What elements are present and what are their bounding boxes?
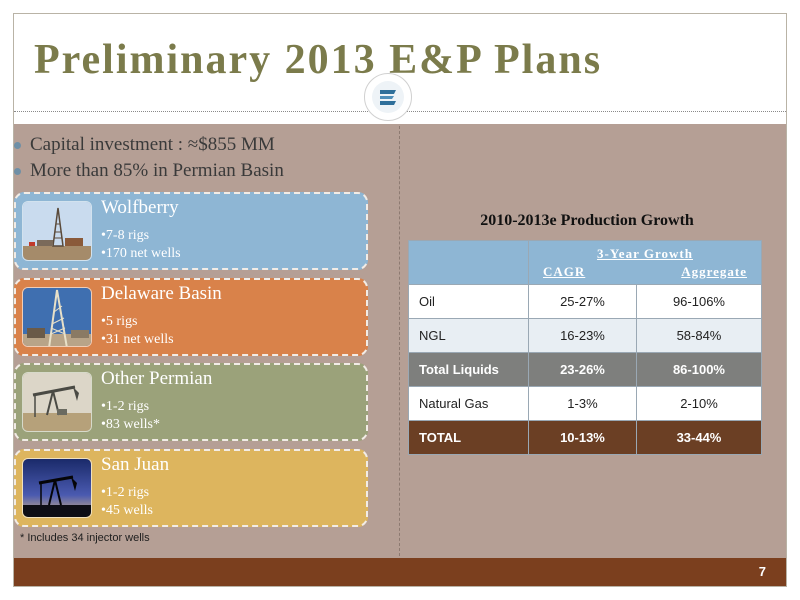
row-label: Oil — [408, 284, 529, 319]
table-title: 2010-2013e Production Growth — [480, 212, 694, 229]
table-header-blank — [408, 240, 529, 285]
pumpjack-photo — [22, 372, 92, 432]
footer-bar: 7 — [14, 558, 786, 586]
row-label: TOTAL — [408, 420, 529, 455]
region-rigs: 7-8 rigs — [101, 227, 181, 245]
table-row: Natural Gas 1-3% 2-10% — [408, 386, 763, 421]
row-label: Total Liquids — [408, 352, 529, 387]
table-row: Oil 25-27% 96-106% — [408, 284, 763, 319]
header-group-label: 3-Year Growth — [597, 245, 693, 261]
row-label: NGL — [408, 318, 529, 353]
region-rigs: 5 rigs — [101, 313, 174, 331]
region-wells: 31 net wells — [101, 331, 174, 349]
cagr-cell: 25-27% — [528, 284, 637, 319]
bullet-text: Capital investment : ≈$855 MM — [30, 134, 275, 155]
cagr-cell: 1-3% — [528, 386, 637, 421]
aggregate-cell: 58-84% — [635, 318, 763, 353]
production-growth-table: 3-Year Growth CAGR Aggregate Oil 25-27% … — [408, 240, 763, 455]
bullet-dot-icon — [14, 141, 21, 149]
table-row: Total Liquids 23-26% 86-100% — [408, 352, 763, 387]
drilling-rig-photo — [22, 201, 92, 261]
table-header-row: 3-Year Growth CAGR Aggregate — [408, 240, 762, 285]
region-card-other-permian: Other Permian 1-2 rigs 83 wells* — [14, 363, 368, 441]
cagr-cell: 16-23% — [528, 318, 637, 353]
bullet-item: More than 85% in Permian Basin — [14, 158, 284, 184]
pumpjack-sunset-photo — [22, 458, 92, 518]
region-name: Delaware Basin — [101, 283, 222, 304]
table-row: TOTAL 10-13% 33-44% — [408, 420, 763, 455]
footnote: * Includes 34 injector wells — [20, 532, 150, 544]
region-card-wolfberry: Wolfberry 7-8 rigs 170 net wells — [14, 192, 368, 270]
aggregate-cell: 2-10% — [635, 386, 763, 421]
column-divider — [399, 126, 400, 556]
table-header-growth: 3-Year Growth CAGR Aggregate — [528, 240, 762, 285]
column-header-aggregate: Aggregate — [681, 263, 747, 279]
aggregate-cell: 33-44% — [635, 420, 763, 455]
column-header-cagr: CAGR — [543, 263, 586, 279]
region-rigs: 1-2 rigs — [101, 398, 160, 416]
aggregate-cell: 96-106% — [635, 284, 763, 319]
drilling-rig-closeup-photo — [22, 287, 92, 347]
region-rigs: 1-2 rigs — [101, 484, 153, 502]
aggregate-cell: 86-100% — [635, 352, 763, 387]
region-name: Other Permian — [101, 368, 213, 389]
region-name: San Juan — [101, 454, 170, 475]
region-details: 1-2 rigs 45 wells — [101, 484, 153, 520]
region-wells: 170 net wells — [101, 245, 181, 263]
region-name: Wolfberry — [101, 197, 179, 218]
company-logo-icon — [364, 73, 412, 121]
page-number: 7 — [758, 564, 766, 579]
bullet-item: Capital investment : ≈$855 MM — [14, 132, 284, 158]
region-card-san-juan: San Juan 1-2 rigs 45 wells — [14, 449, 368, 527]
region-details: 5 rigs 31 net wells — [101, 313, 174, 349]
region-wells: 45 wells — [101, 502, 153, 520]
cagr-cell: 10-13% — [528, 420, 637, 455]
cagr-cell: 23-26% — [528, 352, 637, 387]
region-wells: 83 wells* — [101, 416, 160, 434]
bullet-text: More than 85% in Permian Basin — [30, 160, 284, 181]
bullet-list: Capital investment : ≈$855 MM More than … — [14, 132, 284, 184]
table-row: NGL 16-23% 58-84% — [408, 318, 763, 353]
slide-title: Preliminary 2013 E&P Plans — [34, 37, 603, 83]
region-details: 7-8 rigs 170 net wells — [101, 227, 181, 263]
bullet-dot-icon — [14, 167, 21, 175]
region-details: 1-2 rigs 83 wells* — [101, 398, 160, 434]
region-card-delaware-basin: Delaware Basin 5 rigs 31 net wells — [14, 278, 368, 356]
row-label: Natural Gas — [408, 386, 529, 421]
